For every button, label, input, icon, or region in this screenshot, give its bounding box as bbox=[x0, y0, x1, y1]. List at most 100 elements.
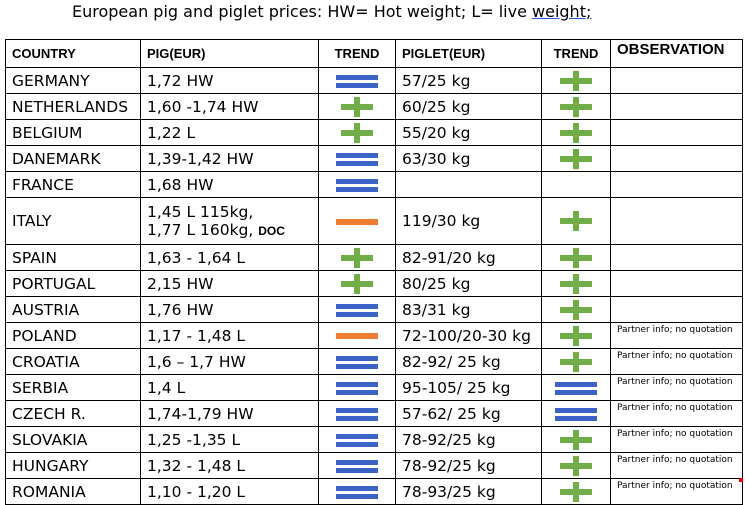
header-observation: OBSERVATION bbox=[610, 39, 743, 68]
piglet-trend-cell bbox=[541, 348, 611, 375]
piglet-price-cell: 57/25 kg bbox=[395, 67, 542, 94]
plus-icon bbox=[341, 273, 373, 294]
pig-trend-cell bbox=[318, 171, 396, 198]
country-cell: ROMANIA bbox=[5, 478, 141, 505]
observation-cell: Partner info; no quotation bbox=[610, 374, 743, 401]
observation-cell bbox=[610, 244, 743, 271]
equal-icon bbox=[336, 73, 378, 89]
minus-icon bbox=[336, 218, 378, 225]
pig-price-doc: DOC bbox=[258, 224, 285, 238]
piglet-trend-cell bbox=[541, 145, 611, 172]
piglet-trend-cell bbox=[541, 322, 611, 349]
pig-trend-cell bbox=[318, 244, 396, 271]
observation-cell: Partner info; no quotation bbox=[610, 452, 743, 479]
piglet-price-cell: 78-92/25 kg bbox=[395, 452, 542, 479]
plus-icon bbox=[560, 247, 592, 268]
title-underlined-text: weight; bbox=[532, 2, 592, 21]
country-cell: DANEMARK bbox=[5, 145, 141, 172]
plus-icon bbox=[560, 299, 592, 320]
pig-trend-cell bbox=[318, 270, 396, 297]
country-cell: BELGIUM bbox=[5, 119, 141, 146]
observation-cell: Partner info; no quotation bbox=[610, 400, 743, 427]
pig-price-cell: 1,22 L bbox=[140, 119, 319, 146]
pig-price-cell: 1,6 – 1,7 HW bbox=[140, 348, 319, 375]
equal-icon bbox=[555, 380, 597, 396]
header-trend-piglet: TREND bbox=[541, 39, 611, 68]
piglet-trend-cell bbox=[541, 244, 611, 271]
pig-price-cell: 1,32 - 1,48 L bbox=[140, 452, 319, 479]
table-row: ITALY 1,45 L 115kg, 1,77 L 160kg, DOC 119/3… bbox=[5, 197, 743, 245]
pig-price-cell: 1,4 L bbox=[140, 374, 319, 401]
equal-icon bbox=[555, 406, 597, 422]
header-pig: PIG(EUR) bbox=[140, 39, 319, 68]
plus-icon bbox=[341, 122, 373, 143]
price-table: COUNTRY PIG(EUR) TREND PIGLET(EUR) TREND… bbox=[5, 39, 743, 505]
pig-trend-cell bbox=[318, 67, 396, 94]
table-header-row: COUNTRY PIG(EUR) TREND PIGLET(EUR) TREND… bbox=[5, 39, 743, 68]
pig-trend-cell bbox=[318, 426, 396, 453]
equal-icon bbox=[336, 151, 378, 167]
country-cell: SPAIN bbox=[5, 244, 141, 271]
table-row: HUNGARY 1,32 - 1,48 L 78-92/25 kg Partner i… bbox=[5, 452, 743, 479]
piglet-price-cell: 55/20 kg bbox=[395, 119, 542, 146]
piglet-trend-cell bbox=[541, 452, 611, 479]
pig-trend-cell bbox=[318, 348, 396, 375]
piglet-price-cell: 63/30 kg bbox=[395, 145, 542, 172]
pig-price-cell: 1,68 HW bbox=[140, 171, 319, 198]
piglet-price-cell: 60/25 kg bbox=[395, 93, 542, 120]
observation-cell bbox=[610, 145, 743, 172]
table-row: AUSTRIA 1,76 HW 83/31 kg bbox=[5, 296, 743, 323]
plus-icon bbox=[560, 455, 592, 476]
observation-cell: Partner info; no quotation bbox=[610, 426, 743, 453]
piglet-price-cell: 80/25 kg bbox=[395, 270, 542, 297]
pig-price-cell: 1,76 HW bbox=[140, 296, 319, 323]
piglet-price-cell: 78-93/25 kg bbox=[395, 478, 542, 505]
observation-cell bbox=[610, 270, 743, 297]
table-body: GERMANY 1,72 HW 57/25 kg NETHERLANDS 1,60 -1… bbox=[5, 67, 743, 505]
piglet-price-cell: 78-92/25 kg bbox=[395, 426, 542, 453]
equal-icon bbox=[336, 177, 378, 193]
pig-price-line1: 1,45 L 115kg, bbox=[147, 203, 254, 221]
pig-trend-cell bbox=[318, 93, 396, 120]
table-row: CZECH R. 1,74-1,79 HW 57-62/ 25 kg Partner … bbox=[5, 400, 743, 427]
plus-icon bbox=[341, 247, 373, 268]
minus-icon bbox=[336, 333, 378, 339]
table-row: NETHERLANDS 1,60 -1,74 HW 60/25 kg bbox=[5, 93, 743, 120]
header-country: COUNTRY bbox=[5, 39, 141, 68]
pig-price-cell: 1,72 HW bbox=[140, 67, 319, 94]
piglet-trend-cell bbox=[541, 374, 611, 401]
piglet-price-cell: 57-62/ 25 kg bbox=[395, 400, 542, 427]
plus-icon bbox=[560, 148, 592, 169]
pig-price-cell: 1,39-1,42 HW bbox=[140, 145, 319, 172]
country-cell: CZECH R. bbox=[5, 400, 141, 427]
piglet-trend-cell bbox=[541, 270, 611, 297]
country-cell: HUNGARY bbox=[5, 452, 141, 479]
equal-icon bbox=[336, 432, 378, 448]
observation-cell: Partner info; no quotation bbox=[610, 348, 743, 375]
piglet-trend-cell bbox=[541, 171, 611, 198]
country-cell: POLAND bbox=[5, 322, 141, 349]
table-row: BELGIUM 1,22 L 55/20 kg bbox=[5, 119, 743, 146]
observation-cell: Partner info; no quotation bbox=[610, 322, 743, 349]
piglet-trend-cell bbox=[541, 426, 611, 453]
piglet-price-cell: 83/31 kg bbox=[395, 296, 542, 323]
pig-trend-cell bbox=[318, 197, 396, 245]
table-row: FRANCE 1,68 HW bbox=[5, 171, 743, 198]
country-cell: SERBIA bbox=[5, 374, 141, 401]
observation-cell bbox=[610, 296, 743, 323]
pig-price-cell: 1,63 - 1,64 L bbox=[140, 244, 319, 271]
plus-icon bbox=[560, 211, 592, 231]
plus-icon bbox=[560, 273, 592, 294]
pig-trend-cell bbox=[318, 452, 396, 479]
plus-icon bbox=[341, 96, 373, 117]
table-row: SLOVAKIA 1,25 -1,35 L 78-92/25 kg Partner i… bbox=[5, 426, 743, 453]
corner-marker bbox=[739, 478, 743, 482]
country-cell: NETHERLANDS bbox=[5, 93, 141, 120]
plus-icon bbox=[560, 70, 592, 91]
country-cell: PORTUGAL bbox=[5, 270, 141, 297]
title-text: European pig and piglet prices: HW= Hot … bbox=[72, 2, 533, 21]
country-cell: AUSTRIA bbox=[5, 296, 141, 323]
table-row: CROATIA 1,6 – 1,7 HW 82-92/ 25 kg Partner i… bbox=[5, 348, 743, 375]
piglet-trend-cell bbox=[541, 119, 611, 146]
equal-icon bbox=[336, 406, 378, 422]
